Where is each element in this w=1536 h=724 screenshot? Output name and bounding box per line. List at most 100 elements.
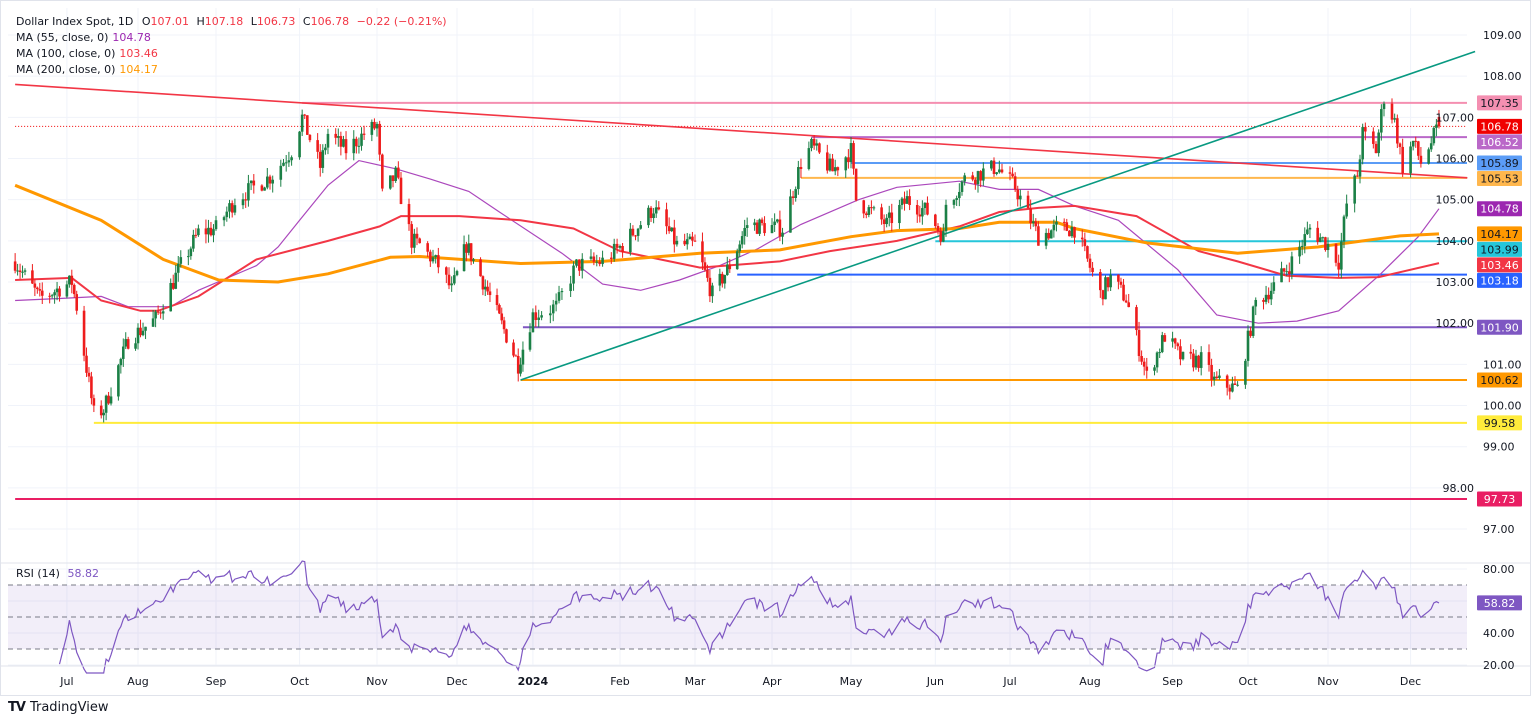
candle-body: [99, 405, 103, 416]
candle-body: [16, 270, 19, 272]
candle-body: [126, 339, 130, 349]
candle-body: [326, 133, 330, 148]
candle-body: [13, 261, 17, 271]
candle-body: [1199, 352, 1203, 368]
candle-body: [618, 246, 622, 248]
level-price-label: 106.52: [1480, 136, 1519, 149]
candle-body: [595, 261, 599, 263]
price-tick-label: 100.00: [1483, 400, 1522, 413]
candle-body: [1358, 159, 1362, 177]
candle-body: [407, 204, 411, 225]
candle-body: [1356, 175, 1359, 177]
candle-body: [572, 265, 575, 284]
candle-body: [688, 236, 692, 240]
candle-body: [683, 240, 686, 245]
candle-body: [268, 176, 272, 184]
time-tick-label: Dec: [446, 675, 467, 688]
candle-body: [1055, 221, 1058, 225]
candle-body: [992, 160, 996, 174]
candle-body: [136, 327, 140, 344]
candle-body: [773, 221, 776, 226]
ma200-row[interactable]: MA (200, close, 0) 104.17: [16, 62, 447, 78]
candle-body: [266, 176, 269, 188]
ma55-row[interactable]: MA (55, close, 0) 104.78: [16, 30, 447, 46]
candle-body: [1117, 274, 1120, 282]
time-tick-label: May: [840, 675, 863, 688]
candle-body: [1109, 274, 1112, 288]
candle-body: [540, 315, 543, 318]
candle-body: [1262, 299, 1265, 302]
tradingview-logo[interactable]: TV TradingView: [8, 700, 108, 715]
candle-body: [1287, 271, 1291, 274]
price-tick-label: 103.00: [1436, 276, 1475, 289]
candle-body: [1285, 271, 1289, 273]
level-price-label-bg: [1477, 95, 1522, 111]
candle-body: [976, 171, 980, 185]
candle-body: [531, 312, 535, 333]
candle-body: [1396, 118, 1399, 144]
candle-body: [154, 311, 157, 319]
rsi-label: RSI (14): [16, 567, 60, 580]
candle-body: [68, 275, 71, 285]
candle-body: [864, 213, 868, 215]
time-tick-label: Jul: [59, 675, 73, 688]
level-price-label-bg: [1477, 171, 1522, 187]
candle-body: [252, 180, 256, 186]
level-price-label: 107.35: [1480, 97, 1519, 110]
candle-body: [995, 172, 998, 174]
candle-body: [519, 364, 522, 374]
candle-body: [867, 207, 871, 215]
candle-body: [102, 412, 105, 416]
price-tick-label: 106.00: [1436, 153, 1475, 166]
candle-body: [169, 282, 173, 312]
candle-body: [1306, 229, 1309, 235]
candle-body: [882, 219, 886, 225]
change-value: −0.22 (−0.21%): [356, 15, 447, 28]
price-tick-label: 108.00: [1483, 70, 1522, 83]
candle-body: [1181, 351, 1185, 360]
price-tick-label: 101.00: [1483, 358, 1522, 371]
chart-legend: Dollar Index Spot, 1D O107.01 H107.18 L1…: [16, 14, 447, 78]
price-labels: 107.35 106.78 106.52 105.89 105.53 104.78 104.…: [1477, 95, 1522, 611]
level-price-label: 103.18: [1480, 274, 1519, 287]
trendline-downtrend: [15, 83, 1468, 179]
candle-body: [598, 261, 601, 265]
candle-body: [1272, 282, 1276, 291]
candle-body: [445, 267, 448, 275]
candle-body: [375, 123, 379, 129]
level-price-label: 106.78: [1480, 120, 1519, 133]
candle-body: [75, 294, 79, 311]
candle-body: [434, 255, 437, 258]
candle-body: [1176, 343, 1180, 347]
ma100-row[interactable]: MA (100, close, 0) 103.46: [16, 46, 447, 62]
candle-body: [833, 167, 837, 172]
candle-body: [399, 177, 403, 205]
candle-body: [486, 286, 489, 292]
rsi-legend[interactable]: RSI (14) 58.82: [16, 567, 99, 580]
candle-body: [455, 271, 459, 276]
candle-body: [1267, 294, 1270, 300]
level-price-label: 99.58: [1484, 417, 1516, 430]
candle-body: [1065, 222, 1069, 231]
candle-body: [1374, 143, 1378, 154]
time-tick-label: Aug: [127, 675, 148, 688]
candle-body: [431, 257, 435, 262]
candle-body: [807, 148, 811, 169]
candle-body: [521, 349, 525, 365]
candle-body: [1026, 195, 1030, 209]
candle-body: [908, 196, 911, 205]
candle-body: [971, 175, 974, 180]
candle-body: [418, 238, 421, 244]
candle-body: [560, 291, 564, 293]
candle-body: [72, 284, 76, 295]
ma55-value: 104.78: [112, 31, 151, 44]
candle-body: [740, 236, 744, 245]
candle-body: [334, 133, 338, 138]
low-value: 106.73: [256, 15, 296, 28]
candle-body: [745, 225, 749, 228]
candle-body: [161, 311, 165, 314]
level-price-label: 100.62: [1480, 374, 1519, 387]
candle-body: [836, 167, 840, 171]
time-tick-label: Feb: [610, 675, 629, 688]
